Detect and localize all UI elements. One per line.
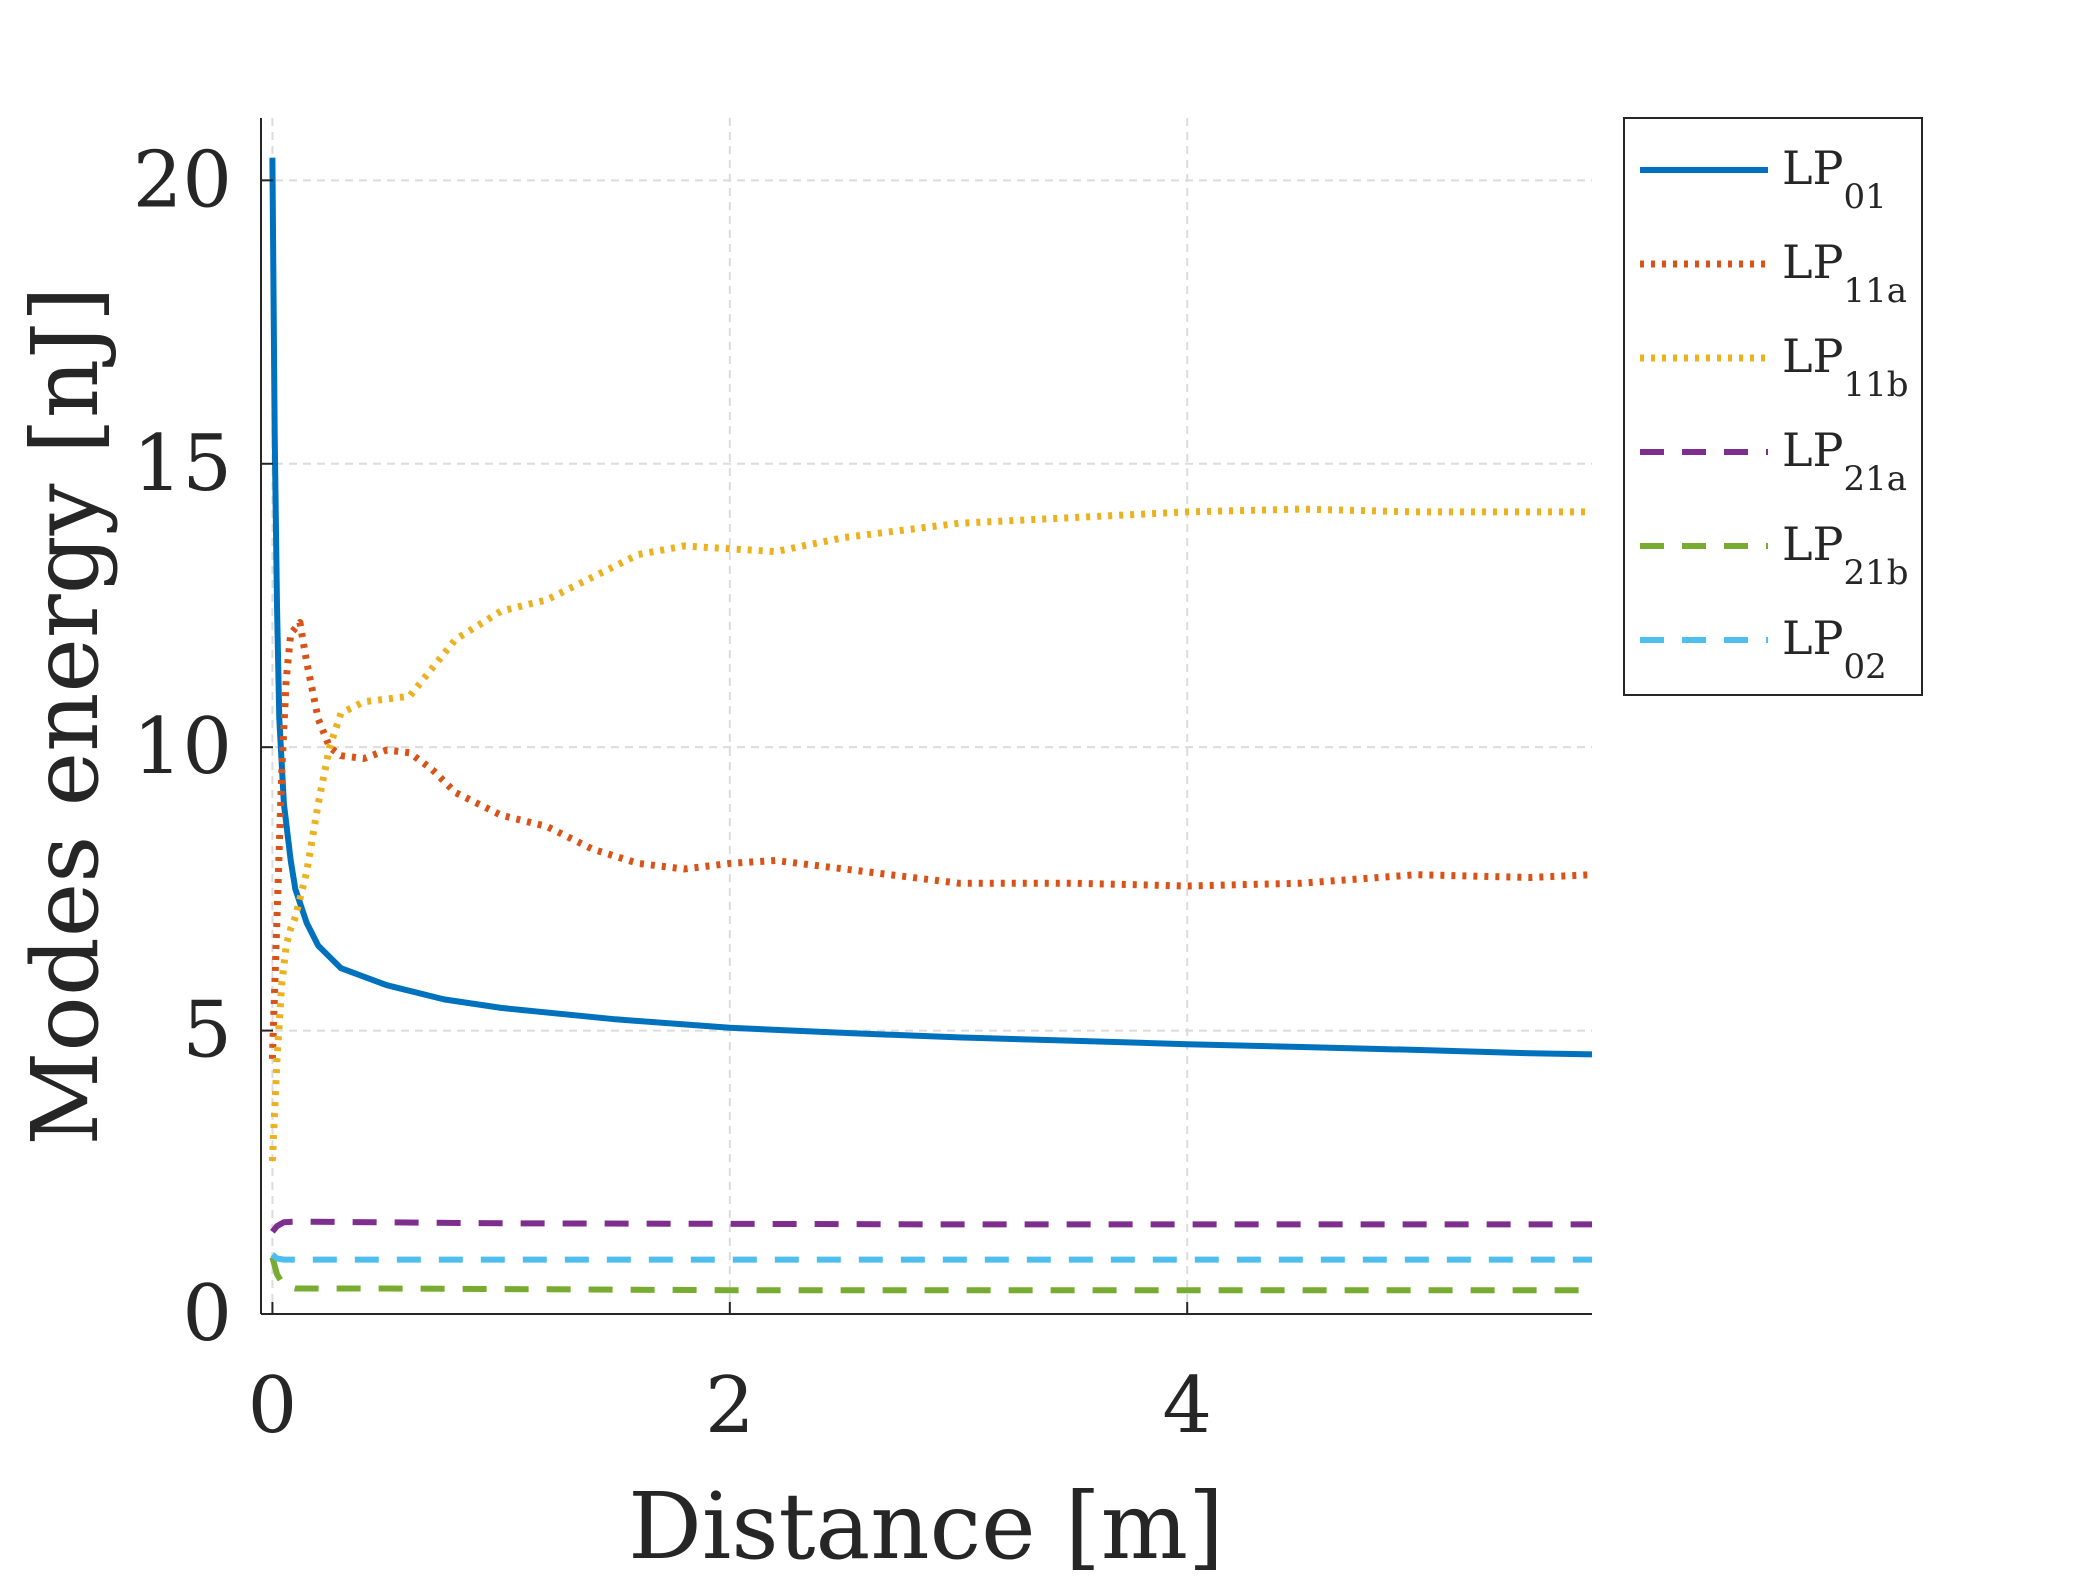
legend-label-subscript: 11b <box>1844 365 1909 405</box>
series-lines <box>268 157 1593 1294</box>
y-tick-label: 5 <box>182 986 232 1076</box>
legend-label-base: LP <box>1782 517 1844 571</box>
legend-label-base: LP <box>1782 611 1844 665</box>
legend-label-lp21b: LP21b <box>1782 517 1909 593</box>
tick-labels: 0 2 4 0 5 10 15 20 <box>133 135 1212 1451</box>
legend-label-lp11a: LP11a <box>1782 235 1907 311</box>
y-tick-label: 15 <box>133 419 232 509</box>
legend-label-lp01: LP01 <box>1782 141 1887 217</box>
legend-label-base: LP <box>1782 141 1844 195</box>
axes <box>260 118 1592 1315</box>
y-tick-label: 10 <box>133 702 232 792</box>
legend-label-subscript: 21a <box>1844 459 1908 499</box>
series-line-lp02 <box>270 1252 1592 1263</box>
x-tick-label: 2 <box>705 1361 755 1451</box>
legend-label-subscript: 21b <box>1844 553 1909 593</box>
series-line-lp11b <box>268 505 1592 1162</box>
legend-label-base: LP <box>1782 423 1844 477</box>
series-line-lp21a <box>270 1218 1592 1234</box>
y-tick-label: 0 <box>182 1269 232 1359</box>
series-line-lp11a <box>268 619 1593 1060</box>
y-tick-label: 20 <box>133 135 232 225</box>
x-tick-label: 0 <box>248 1361 298 1451</box>
legend-label-subscript: 02 <box>1844 647 1887 687</box>
legend-label-subscript: 01 <box>1844 177 1887 217</box>
legend-box <box>1623 117 1923 696</box>
legend-label-base: LP <box>1782 235 1844 289</box>
legend-label-base: LP <box>1782 329 1844 383</box>
legend-label-lp02: LP02 <box>1782 611 1887 687</box>
series-line-lp21b <box>269 1256 1592 1294</box>
y-axis-label: Modes energy [nJ] <box>12 286 119 1146</box>
x-axis-label: Distance [m] <box>628 1473 1224 1579</box>
legend-label-lp11b: LP11b <box>1782 329 1909 405</box>
legend-label-lp21a: LP21a <box>1782 423 1907 499</box>
grid-lines <box>261 118 1592 1315</box>
series-line-lp01 <box>269 157 1593 1058</box>
x-tick-label: 4 <box>1162 1361 1212 1451</box>
legend-label-subscript: 11a <box>1844 271 1908 311</box>
